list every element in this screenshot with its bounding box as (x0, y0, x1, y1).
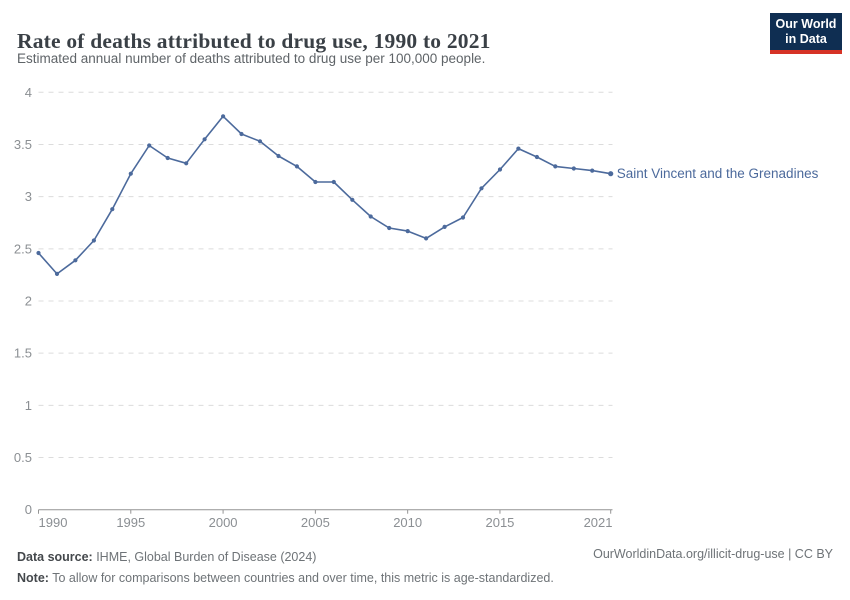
x-axis-tick-label: 2005 (301, 515, 330, 530)
y-axis-tick-label: 2.5 (14, 241, 32, 256)
x-axis-tick-label: 2015 (485, 515, 514, 530)
series-label[interactable]: Saint Vincent and the Grenadines (617, 166, 819, 181)
data-point[interactable] (534, 154, 540, 160)
data-point[interactable] (202, 137, 207, 142)
y-axis-tick-label: 4 (25, 85, 32, 100)
data-point[interactable] (387, 225, 392, 231)
footer-source-note: Data source: IHME, Global Burden of Dise… (17, 547, 554, 589)
chart-title: Rate of deaths attributed to drug use, 1… (17, 29, 491, 54)
x-axis-tick-label: 1990 (39, 515, 68, 530)
owid-logo-line2: in Data (785, 32, 827, 46)
data-point[interactable] (294, 164, 299, 169)
y-axis-tick-label: 3.5 (14, 137, 32, 152)
data-point[interactable] (184, 161, 189, 166)
data-point[interactable] (516, 146, 521, 151)
data-point[interactable] (147, 143, 152, 148)
x-axis-tick-label: 2021 (584, 515, 613, 530)
data-point[interactable] (442, 224, 447, 229)
data-point[interactable] (590, 168, 595, 173)
owid-logo[interactable]: Our World in Data (770, 13, 842, 54)
y-axis-tick-label: 3 (25, 189, 32, 204)
trend-line[interactable] (37, 115, 611, 275)
data-point[interactable] (331, 179, 336, 185)
data-point[interactable] (608, 171, 614, 177)
y-axis-tick-label: 0 (25, 502, 32, 517)
y-axis-tick-label: 0.5 (14, 450, 32, 465)
data-point[interactable] (368, 214, 373, 219)
owid-logo-line1: Our World (775, 17, 837, 31)
data-point[interactable] (350, 197, 355, 202)
data-point[interactable] (553, 164, 558, 169)
data-point[interactable] (110, 207, 115, 212)
y-axis-tick-label: 1.5 (14, 346, 32, 361)
data-source-label: Data source: (17, 550, 93, 564)
data-point[interactable] (221, 114, 226, 119)
y-axis-tick-label: 2 (25, 294, 32, 309)
data-point[interactable] (405, 229, 410, 234)
data-point[interactable] (128, 171, 133, 176)
data-point[interactable] (91, 238, 96, 243)
footer-link[interactable]: OurWorldinData.org/illicit-drug-use | CC… (593, 547, 833, 561)
note-value: To allow for comparisons between countri… (48, 571, 554, 585)
data-point[interactable] (571, 166, 576, 171)
y-axis-tick-label: 1 (25, 398, 32, 413)
data-point[interactable] (36, 250, 41, 256)
data-point[interactable] (424, 236, 429, 241)
data-point[interactable] (54, 271, 60, 276)
data-point[interactable] (239, 131, 244, 137)
data-point[interactable] (257, 139, 263, 144)
note-label: Note: (17, 571, 49, 585)
data-point[interactable] (313, 179, 318, 185)
x-axis-tick-label: 1995 (116, 515, 145, 530)
data-point[interactable] (276, 153, 281, 159)
data-source-value: IHME, Global Burden of Disease (2024) (92, 550, 317, 564)
data-point[interactable] (479, 186, 484, 191)
x-axis-tick-label: 2000 (209, 515, 238, 530)
data-point[interactable] (460, 215, 466, 220)
chart-subtitle: Estimated annual number of deaths attrib… (17, 51, 486, 66)
data-point[interactable] (165, 155, 170, 161)
data-source-line: Data source: IHME, Global Burden of Dise… (17, 547, 554, 568)
note-line: Note: To allow for comparisons between c… (17, 568, 554, 589)
x-axis-tick-label: 2010 (393, 515, 422, 530)
data-point[interactable] (73, 258, 78, 263)
data-point[interactable] (497, 167, 503, 172)
